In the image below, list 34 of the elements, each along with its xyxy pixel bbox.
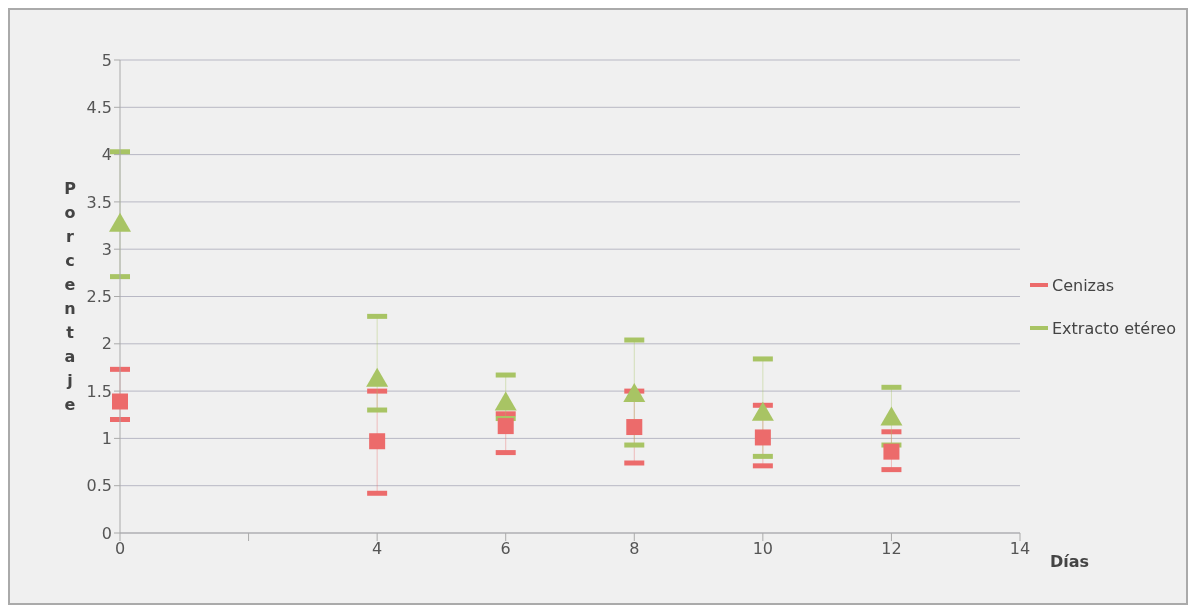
x-axis-title: Días (1050, 552, 1090, 571)
point (369, 433, 386, 450)
x-tick-label: 8 (629, 539, 640, 559)
x-tick-label: 4 (372, 539, 383, 559)
y-tick-label: 2 (101, 334, 112, 354)
legend-label: Cenizas (1052, 275, 1115, 295)
point (880, 406, 903, 426)
y-tick-label: 0.5 (86, 476, 112, 496)
point (494, 391, 517, 411)
x-tick-label: 10 (752, 539, 774, 559)
x-tick-label: 12 (881, 539, 902, 559)
point (751, 401, 774, 421)
legend-label: Extracto etéreo (1052, 318, 1176, 338)
x-tick-label: 6 (500, 539, 511, 559)
y-tick-label: 3 (101, 239, 112, 259)
y-tick-label: 0 (101, 523, 112, 543)
point (112, 393, 128, 410)
y-tick-label: 3.5 (86, 192, 112, 212)
point (109, 212, 131, 232)
y-tick-label: 2.5 (86, 287, 112, 307)
y-tick-label: 1 (101, 429, 112, 449)
y-tick-label: 5 (101, 50, 112, 70)
x-tick-label: 0 (114, 539, 126, 559)
point (623, 382, 646, 402)
text: Porcentaje (64, 178, 76, 414)
point (754, 429, 771, 446)
point (626, 419, 643, 436)
point (366, 367, 389, 387)
y-tick-label: 4 (101, 145, 112, 165)
y-tick-label: 1.5 (86, 381, 112, 401)
point (883, 443, 900, 460)
x-tick-label: 14 (1009, 539, 1031, 559)
y-tick-label: 4.5 (86, 97, 112, 117)
point (497, 418, 514, 435)
